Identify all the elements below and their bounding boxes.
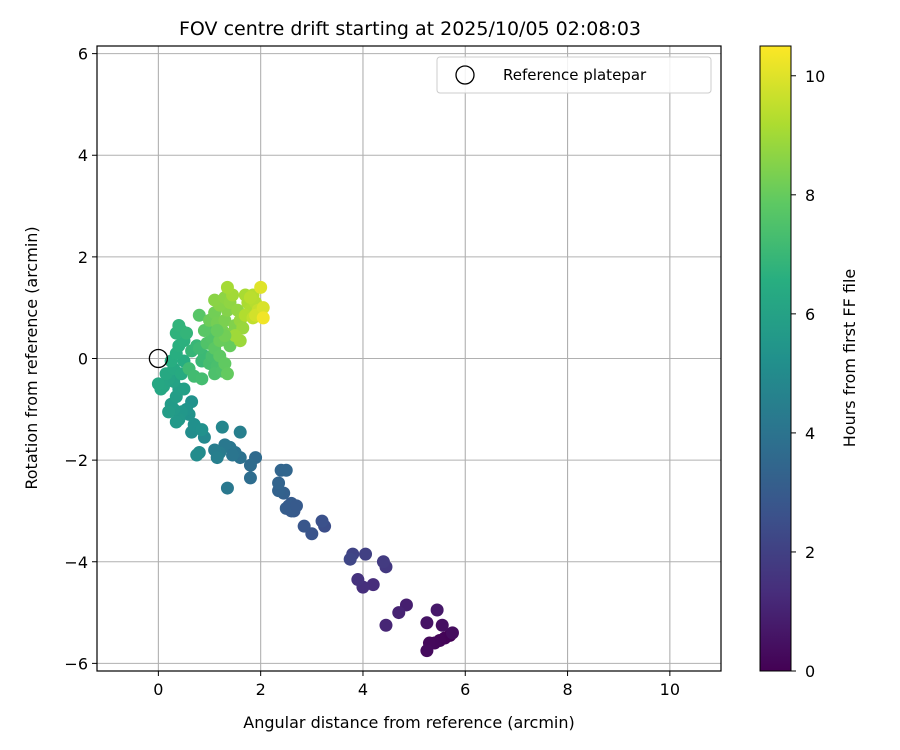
y-axis-ticks: −6 −4 −2 0 2 4 6 [64, 45, 97, 673]
data-point [218, 313, 232, 327]
legend-marker-reference [455, 65, 475, 85]
y-tick-label: 2 [78, 248, 88, 267]
data-point [233, 425, 247, 439]
data-point [420, 616, 434, 630]
data-point [243, 291, 257, 305]
data-point [223, 339, 237, 353]
legend-label-reference: Reference platepar [503, 66, 647, 84]
data-point [445, 626, 459, 640]
colorbar-tick-label: 2 [805, 543, 815, 562]
chart-title: FOV centre drift starting at 2025/10/05 … [179, 18, 641, 40]
data-point [272, 476, 286, 490]
data-point [226, 448, 240, 462]
data-point [243, 471, 257, 485]
legend: Reference platepar [436, 56, 712, 94]
colorbar-tick-label: 8 [805, 186, 815, 205]
data-point [197, 324, 211, 338]
data-point [220, 280, 234, 294]
x-tick-label: 8 [562, 680, 572, 699]
data-point [343, 552, 357, 566]
y-tick-label: −4 [64, 553, 88, 572]
y-axis-label: Rotation from reference (arcmin) [22, 226, 41, 489]
legend-box [436, 56, 712, 94]
data-point [359, 547, 373, 561]
grid-lines [97, 46, 721, 671]
data-point [256, 311, 270, 325]
data-point [379, 618, 393, 632]
data-point [210, 324, 224, 338]
data-point [254, 280, 268, 294]
colorbar-tick-label: 6 [805, 305, 815, 324]
data-point [192, 308, 206, 322]
x-axis-label: Angular distance from reference (arcmin) [243, 713, 574, 732]
data-point [430, 603, 444, 617]
y-tick-label: −2 [64, 451, 88, 470]
data-point [420, 644, 434, 658]
data-point [256, 301, 270, 315]
data-point [243, 458, 257, 472]
data-point [435, 618, 449, 632]
colorbar: 0 2 4 6 8 10 Hours from first FF file [759, 45, 859, 681]
y-tick-label: 0 [78, 350, 88, 369]
data-point [315, 514, 329, 528]
x-tick-label: 4 [358, 680, 368, 699]
data-point [220, 481, 234, 495]
data-point [195, 372, 209, 386]
data-point [151, 377, 165, 391]
colorbar-ticks: 0 2 4 6 8 10 [791, 67, 825, 681]
reference-platepar-marker [148, 348, 169, 369]
data-point [162, 405, 176, 419]
data-point [220, 367, 234, 381]
data-point [215, 420, 229, 434]
data-point [228, 329, 242, 343]
x-tick-label: 10 [660, 680, 680, 699]
data-point [180, 326, 194, 340]
data-point [218, 357, 232, 371]
data-point [169, 415, 183, 429]
data-point [210, 451, 224, 465]
data-point [351, 573, 365, 587]
x-tick-label: 0 [153, 680, 163, 699]
data-point [177, 382, 191, 396]
data-point [366, 578, 380, 592]
x-tick-label: 2 [256, 680, 266, 699]
y-tick-label: 4 [78, 146, 88, 165]
data-point [376, 555, 390, 569]
x-tick-label: 6 [460, 680, 470, 699]
data-point [208, 293, 222, 307]
x-axis-ticks: 0 2 4 6 8 10 [153, 671, 680, 699]
data-point [289, 499, 303, 513]
data-point [190, 448, 204, 462]
data-points [151, 280, 459, 658]
data-point [195, 423, 209, 437]
y-tick-label: 6 [78, 45, 88, 64]
colorbar-tick-label: 10 [805, 67, 825, 86]
data-point [392, 606, 406, 620]
colorbar-label: Hours from first FF file [840, 269, 859, 448]
colorbar-gradient [759, 45, 792, 672]
data-point [297, 519, 311, 533]
y-tick-label: −6 [64, 654, 88, 673]
colorbar-tick-label: 0 [805, 662, 815, 681]
data-point [279, 463, 293, 477]
colorbar-tick-label: 4 [805, 424, 815, 443]
